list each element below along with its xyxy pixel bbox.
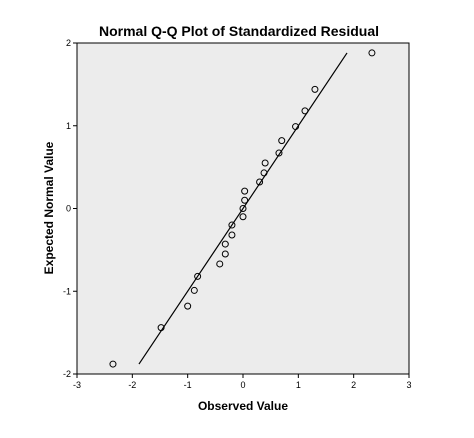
data-point (239, 213, 247, 221)
y-tick-label: -1 (63, 286, 71, 296)
data-points (109, 49, 376, 368)
data-point (301, 107, 309, 115)
y-tick-label: 1 (66, 121, 71, 131)
x-axis-label: Observed Value (198, 399, 288, 413)
data-point (228, 221, 236, 229)
x-tick-label: -3 (73, 380, 81, 390)
data-point (292, 123, 300, 131)
data-point (228, 231, 236, 239)
reference-line-group (138, 52, 348, 365)
y-tick-label: 0 (66, 204, 71, 214)
reference-line (138, 52, 348, 365)
data-point (275, 149, 283, 157)
x-tick-label: -2 (128, 380, 136, 390)
x-tick-label: 2 (351, 380, 356, 390)
y-tick-label: 2 (66, 38, 71, 48)
x-tick-label: -1 (184, 380, 192, 390)
data-point (241, 196, 249, 204)
y-tick-label: -2 (63, 369, 71, 379)
data-point (311, 85, 319, 93)
data-point (239, 205, 247, 212)
data-point (278, 137, 286, 145)
data-point (184, 302, 192, 310)
data-point (221, 240, 229, 248)
x-tick-label: 3 (406, 380, 411, 390)
data-point (216, 260, 224, 268)
data-point (261, 159, 269, 167)
chart-title: Normal Q-Q Plot of Standardized Residual (99, 23, 379, 39)
x-tick-label: 0 (240, 380, 245, 390)
data-point (194, 272, 202, 280)
data-point (260, 169, 268, 177)
data-point (241, 187, 249, 195)
data-point (256, 178, 264, 186)
data-point (157, 324, 165, 332)
data-point (221, 250, 229, 258)
data-point (109, 360, 117, 368)
y-axis-label: Expected Normal Value (42, 141, 56, 274)
x-tick-label: 1 (296, 380, 301, 390)
data-point (368, 49, 376, 57)
data-point (190, 286, 198, 294)
